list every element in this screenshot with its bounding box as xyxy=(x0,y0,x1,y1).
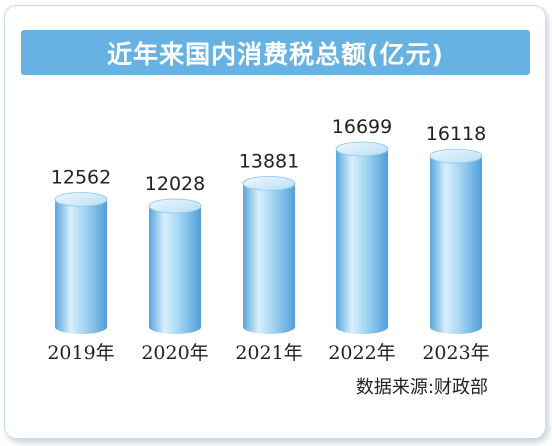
title-bar: 近年来国内消费税总额(亿元) xyxy=(21,30,530,75)
value-label: 12562 xyxy=(51,166,111,188)
value-label: 16118 xyxy=(426,123,486,145)
bar-2019年 xyxy=(55,199,107,334)
category-label: 2021年 xyxy=(235,342,302,364)
category-label: 2022年 xyxy=(328,342,395,364)
data-source: 数据来源:财政部 xyxy=(355,377,488,398)
bar-top-2019年 xyxy=(54,192,108,207)
bar-top-2021年 xyxy=(242,175,296,191)
value-label: 13881 xyxy=(239,150,299,172)
bar-top-2020年 xyxy=(148,198,202,214)
bar-top-2022年 xyxy=(335,141,389,157)
category-label: 2020年 xyxy=(141,342,208,364)
value-label: 16699 xyxy=(332,116,392,138)
bar-2020年 xyxy=(149,206,201,334)
value-label: 12028 xyxy=(145,173,205,195)
bar-2022年 xyxy=(336,149,388,334)
bar-2021年 xyxy=(243,183,295,334)
bar-2023年 xyxy=(430,156,482,334)
chart-title: 近年来国内消费税总额(亿元) xyxy=(107,39,444,69)
category-label: 2023年 xyxy=(422,342,489,364)
category-label: 2019年 xyxy=(47,342,114,364)
bar-top-2023年 xyxy=(429,148,483,164)
